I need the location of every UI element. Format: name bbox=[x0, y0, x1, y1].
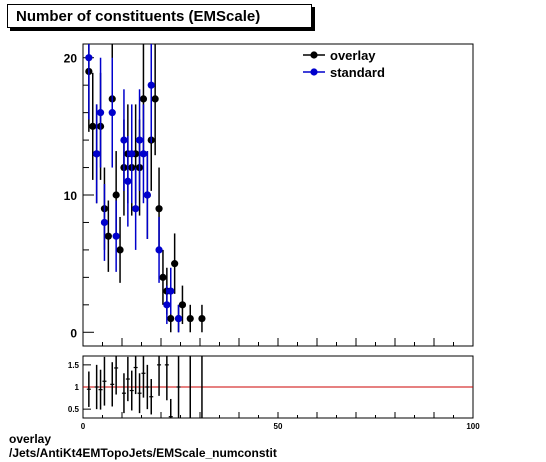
overlay-point bbox=[112, 191, 120, 199]
overlay-point bbox=[198, 314, 206, 323]
standard-point bbox=[108, 109, 116, 117]
overlay-point bbox=[167, 314, 175, 323]
standard-point bbox=[93, 150, 101, 158]
overlay-point bbox=[171, 260, 179, 268]
y-tick-label: 20 bbox=[64, 52, 78, 66]
standard-point bbox=[155, 246, 163, 254]
chart-title: Number of constituents (EMScale) bbox=[16, 8, 261, 25]
footer-label: overlay bbox=[9, 432, 52, 446]
y-tick-label: 10 bbox=[64, 189, 78, 203]
ratio-y-tick-label: 0.5 bbox=[68, 405, 80, 414]
standard-point bbox=[85, 54, 93, 62]
y-tick-label: 0 bbox=[70, 326, 77, 340]
standard-point bbox=[100, 218, 109, 227]
overlay-point bbox=[155, 205, 163, 213]
standard-point bbox=[120, 136, 128, 144]
ratio-y-tick-label: 1.5 bbox=[68, 361, 80, 370]
ratio-x-tick-label: 0 bbox=[81, 422, 86, 431]
standard-point bbox=[124, 177, 132, 185]
standard-point bbox=[132, 205, 140, 213]
ratio-plot-marks bbox=[83, 356, 473, 418]
ratio-plot-axes: 0.5 1 1.5 0 50 100 bbox=[68, 355, 480, 431]
overlay-point bbox=[104, 232, 112, 240]
legend: overlay standard bbox=[303, 48, 385, 80]
standard-point bbox=[143, 191, 151, 199]
standard-point bbox=[128, 150, 136, 158]
main-frame bbox=[82, 43, 474, 347]
standard-point bbox=[96, 109, 105, 117]
ratio-y-tick-label: 1 bbox=[75, 383, 80, 392]
legend-marker-overlay bbox=[310, 51, 318, 59]
overlay-point bbox=[151, 95, 159, 103]
footer-path: /Jets/AntiKt4EMTopoJets/EMScale_numconst… bbox=[9, 446, 277, 460]
standard-point bbox=[135, 136, 144, 144]
overlay-point bbox=[89, 122, 97, 130]
overlay-point bbox=[116, 246, 124, 254]
legend-label-overlay: overlay bbox=[330, 48, 376, 63]
overlay-point bbox=[178, 301, 187, 309]
ratio-x-tick-label: 50 bbox=[274, 422, 283, 431]
overlay-point bbox=[139, 95, 148, 103]
ratio-x-tick-label: 100 bbox=[466, 422, 480, 431]
standard-point bbox=[139, 150, 148, 158]
standard-point bbox=[112, 232, 120, 240]
main-plot-marks bbox=[85, 44, 206, 333]
standard-point bbox=[147, 81, 155, 89]
overlay-point bbox=[159, 273, 167, 281]
title-box: Number of constituents (EMScale) bbox=[7, 4, 312, 28]
standard-point bbox=[174, 314, 183, 323]
main-plot-axes: 0 10 20 bbox=[64, 43, 474, 347]
standard-point bbox=[167, 287, 175, 295]
legend-marker-standard bbox=[310, 68, 318, 76]
legend-label-standard: standard bbox=[330, 65, 385, 80]
overlay-point bbox=[186, 314, 194, 323]
standard-point bbox=[163, 301, 171, 309]
